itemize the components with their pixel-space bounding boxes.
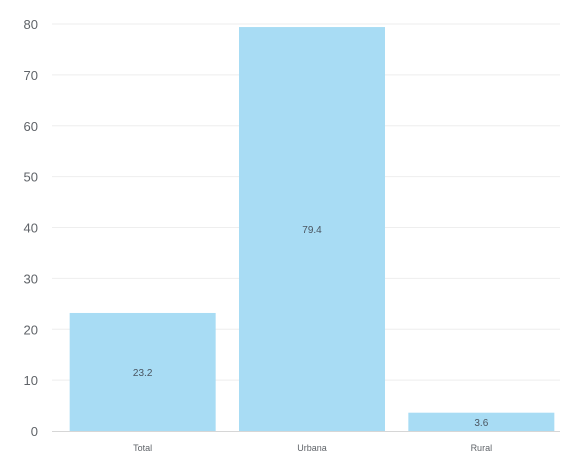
data-label: 79.4 [302,225,322,236]
y-tick-label: 50 [24,170,38,185]
y-tick-label: 40 [24,221,38,236]
y-tick-label: 0 [31,424,38,439]
y-axis-ticks: 0 10 20 30 40 50 60 70 80 [24,17,38,439]
bars [69,27,555,432]
y-tick-label: 30 [24,271,38,286]
x-category-label: Total [133,443,152,453]
y-tick-label: 10 [24,373,38,388]
y-tick-label: 60 [24,119,38,134]
x-category-label: Rural [471,443,493,453]
bar-rural [408,412,555,431]
data-labels: 23.2 79.4 3.6 [133,225,489,429]
x-category-label: Urbana [297,443,327,453]
x-axis-labels: Total Urbana Rural [133,443,492,453]
data-label: 3.6 [474,418,488,429]
data-label: 23.2 [133,368,153,379]
bar-total [69,312,216,431]
y-tick-label: 70 [24,68,38,83]
y-tick-label: 20 [24,322,38,337]
y-tick-label: 80 [24,17,38,32]
bar-urbana [239,27,385,432]
